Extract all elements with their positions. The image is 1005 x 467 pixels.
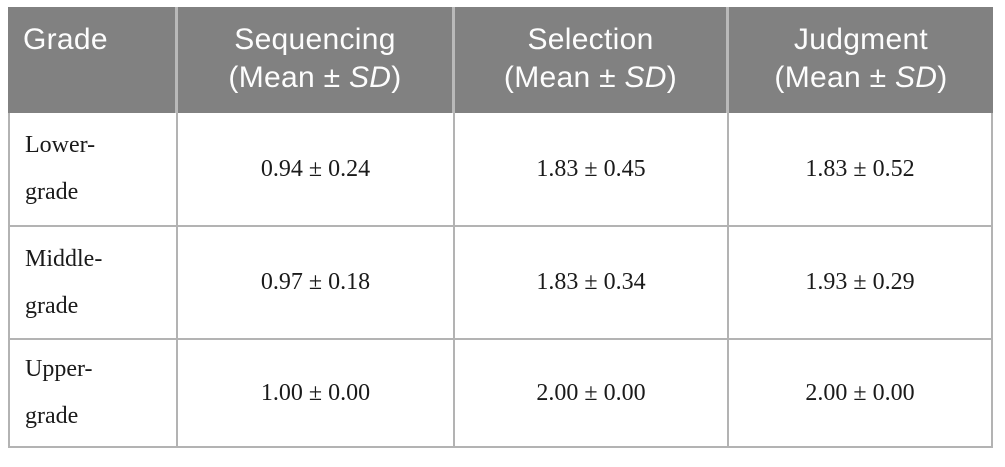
cell-middle-sequencing: 0.97 ± 0.18 xyxy=(178,227,455,340)
column-subtitle: (Mean ± SD) xyxy=(774,61,948,94)
header-cell-judgment: Judgment (Mean ± SD) xyxy=(729,7,993,113)
table-grid: Grade Sequencing (Mean ± SD) Selection (… xyxy=(8,7,993,448)
cell-upper-judgment: 2.00 ± 0.00 xyxy=(729,340,993,448)
column-title: Sequencing xyxy=(234,23,396,56)
column-subtitle: (Mean ± SD) xyxy=(503,61,678,94)
column-title: Grade xyxy=(23,23,108,56)
header-cell-grade: Grade xyxy=(8,7,178,113)
cell-lower-selection: 1.83 ± 0.45 xyxy=(455,113,729,227)
cell-lower-judgment: 1.83 ± 0.52 xyxy=(729,113,993,227)
grade-label-line: Lower- xyxy=(25,132,96,158)
grade-label-line: Upper- xyxy=(25,356,93,382)
cell-upper-selection: 2.00 ± 0.00 xyxy=(455,340,729,448)
sd-label: SD xyxy=(624,61,667,94)
column-title: Selection xyxy=(527,23,654,56)
row-label-middle-grade: Middle- grade xyxy=(8,227,178,340)
row-label-lower-grade: Lower- grade xyxy=(8,113,178,227)
sd-label: SD xyxy=(349,61,392,94)
header-cell-sequencing: Sequencing (Mean ± SD) xyxy=(178,7,455,113)
grade-label-line: grade xyxy=(25,292,79,319)
grade-label-line: grade xyxy=(25,179,79,205)
grade-label-line: grade xyxy=(25,403,79,429)
cell-upper-sequencing: 1.00 ± 0.00 xyxy=(178,340,455,448)
scores-by-grade-table: Grade Sequencing (Mean ± SD) Selection (… xyxy=(8,7,993,448)
row-label-upper-grade: Upper- grade xyxy=(8,340,178,448)
cell-middle-selection: 1.83 ± 0.34 xyxy=(455,227,729,340)
cell-middle-judgment: 1.93 ± 0.29 xyxy=(729,227,993,340)
grade-label-line: Middle- xyxy=(25,245,103,272)
plus-minus-symbol: ± xyxy=(323,61,349,94)
plus-minus-symbol: ± xyxy=(869,61,895,94)
sd-label: SD xyxy=(895,61,938,94)
column-subtitle: (Mean ± SD) xyxy=(228,61,402,94)
plus-minus-symbol: ± xyxy=(599,61,625,94)
column-title: Judgment xyxy=(793,23,929,56)
cell-lower-sequencing: 0.94 ± 0.24 xyxy=(178,113,455,227)
header-cell-selection: Selection (Mean ± SD) xyxy=(455,7,729,113)
